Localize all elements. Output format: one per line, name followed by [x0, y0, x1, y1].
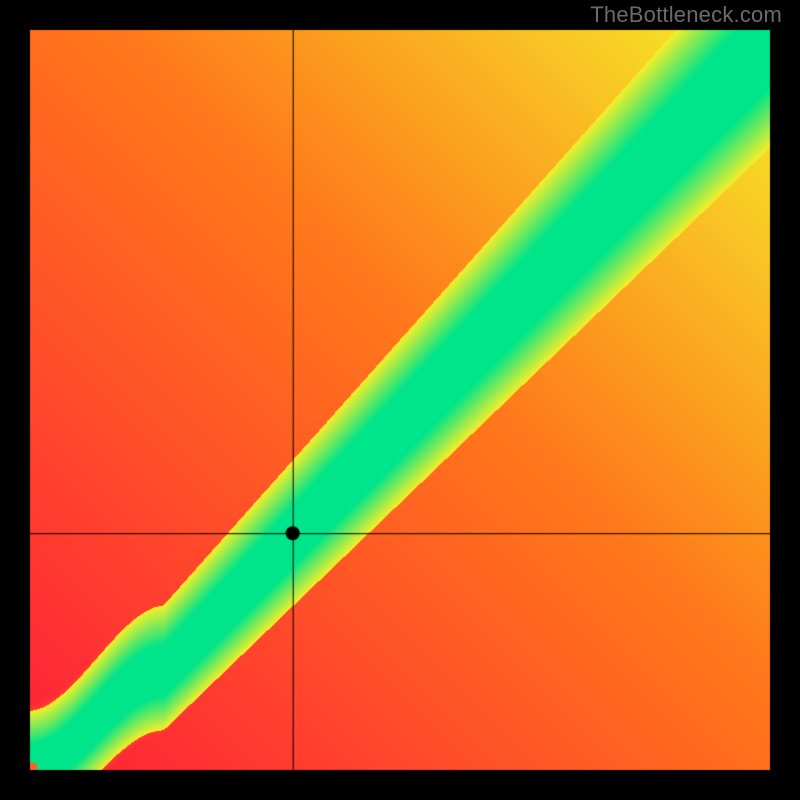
chart-container: TheBottleneck.com [0, 0, 800, 800]
heatmap-canvas [0, 0, 800, 800]
watermark-text: TheBottleneck.com [590, 2, 782, 28]
